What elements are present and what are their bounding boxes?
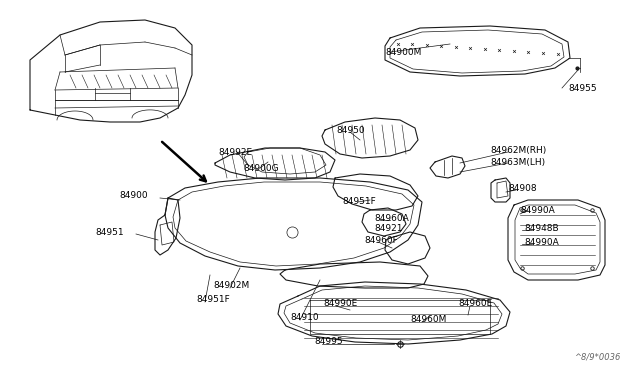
Text: 84990A: 84990A xyxy=(524,237,559,247)
Text: 84951F: 84951F xyxy=(342,196,376,205)
Text: ^8/9*0036: ^8/9*0036 xyxy=(573,353,620,362)
Text: 84951: 84951 xyxy=(95,228,124,237)
Text: 84992E: 84992E xyxy=(218,148,252,157)
Text: 84902M: 84902M xyxy=(213,282,249,291)
Text: 84921: 84921 xyxy=(374,224,403,232)
Text: 84910: 84910 xyxy=(290,314,319,323)
Text: 84960A: 84960A xyxy=(374,214,409,222)
Text: 84908: 84908 xyxy=(508,183,536,192)
Text: 84951F: 84951F xyxy=(196,295,230,305)
Text: 84960F: 84960F xyxy=(364,235,397,244)
Text: 84948B: 84948B xyxy=(524,224,559,232)
Text: 84955: 84955 xyxy=(568,83,596,93)
Text: 84900G: 84900G xyxy=(243,164,278,173)
Text: 84960E: 84960E xyxy=(458,299,492,308)
Text: 84990E: 84990E xyxy=(323,299,357,308)
Text: 84900: 84900 xyxy=(120,190,148,199)
Text: 84900M: 84900M xyxy=(385,48,421,57)
Text: 84962M(RH): 84962M(RH) xyxy=(490,145,547,154)
Text: 84963M(LH): 84963M(LH) xyxy=(490,157,545,167)
Text: 84950: 84950 xyxy=(336,125,365,135)
Text: 84990A: 84990A xyxy=(520,205,555,215)
Text: 84960M: 84960M xyxy=(410,315,446,324)
Text: 84995: 84995 xyxy=(314,337,342,346)
